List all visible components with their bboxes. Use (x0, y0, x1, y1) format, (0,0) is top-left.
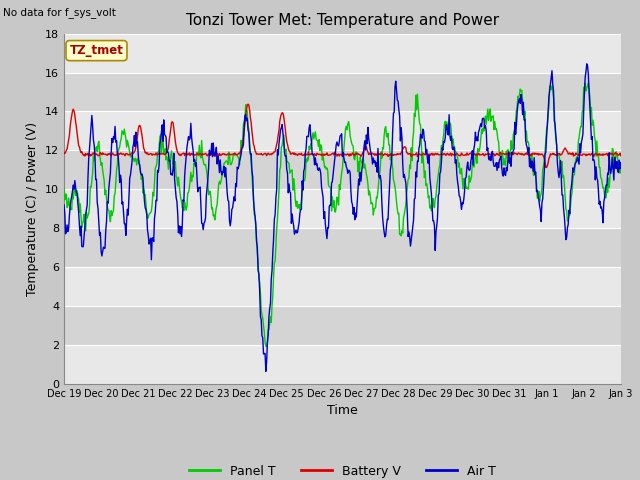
Battery V (182, 150, 190, 156)
Bar (64, 306, 621, 345)
Bar (64, 228, 621, 267)
Legend: Panel T, Battery V, Air T: Panel T, Battery V, Air T (184, 460, 501, 480)
Bar (64, 150, 621, 189)
Bar (64, 34, 621, 72)
Air T (444, 132, 451, 137)
Air T (335, 143, 342, 149)
Battery V (335, 151, 342, 157)
Air T (389, 129, 397, 134)
Title: Tonzi Tower Met: Temperature and Power: Tonzi Tower Met: Temperature and Power (186, 13, 499, 28)
Text: TZ_tmet: TZ_tmet (70, 44, 124, 57)
Battery V (617, 153, 625, 158)
Line: Battery V: Battery V (64, 104, 621, 168)
Line: Air T: Air T (64, 64, 621, 372)
Battery V (60, 150, 68, 156)
Bar (64, 345, 621, 384)
Panel T (263, 344, 271, 350)
Line: Panel T: Panel T (64, 83, 621, 347)
Panel T (617, 165, 625, 170)
Air T (566, 188, 574, 194)
Battery V (389, 152, 397, 157)
Battery V (206, 151, 214, 156)
Y-axis label: Temperature (C) / Power (V): Temperature (C) / Power (V) (26, 122, 40, 296)
Air T (60, 202, 68, 208)
Battery V (444, 151, 451, 156)
Air T (206, 152, 214, 158)
Text: No data for f_sys_volt: No data for f_sys_volt (3, 7, 116, 18)
Bar (64, 111, 621, 150)
Battery V (568, 151, 575, 156)
X-axis label: Time: Time (327, 405, 358, 418)
Bar (64, 267, 621, 306)
Panel T (584, 80, 592, 86)
Panel T (566, 202, 574, 208)
Bar (64, 72, 621, 111)
Battery V (543, 165, 550, 170)
Air T (617, 160, 625, 166)
Panel T (389, 166, 397, 171)
Air T (583, 61, 591, 67)
Air T (182, 154, 190, 159)
Bar (64, 189, 621, 228)
Battery V (244, 101, 252, 107)
Panel T (182, 207, 190, 213)
Panel T (444, 126, 451, 132)
Panel T (206, 188, 214, 194)
Panel T (60, 186, 68, 192)
Panel T (335, 202, 342, 208)
Air T (262, 369, 269, 374)
